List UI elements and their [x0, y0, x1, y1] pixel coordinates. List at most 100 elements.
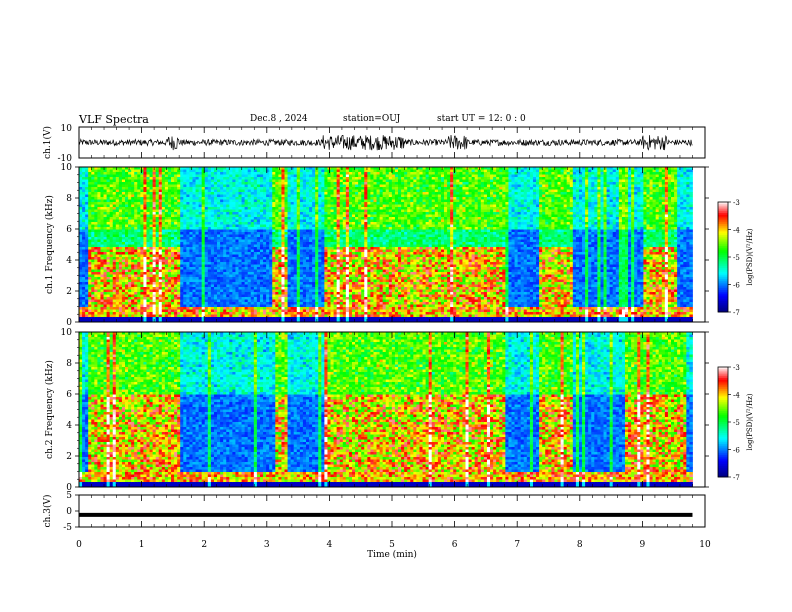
- spectrogram-cell: [309, 222, 313, 225]
- spectrogram-cell: [164, 222, 169, 225]
- spectrogram-cell: [97, 202, 101, 205]
- spectrogram-cell: [299, 217, 304, 220]
- spectrogram-cell: [118, 254, 123, 258]
- spectrogram-cell: [164, 252, 169, 255]
- spectrogram-cell: [115, 279, 120, 283]
- spectrogram-cell: [232, 199, 236, 203]
- spectrogram-cell: [201, 319, 206, 323]
- spectrogram-cell: [115, 264, 120, 268]
- spectrogram-cell: [275, 314, 279, 318]
- spectrogram-cell: [198, 179, 203, 183]
- spectrogram-cell: [128, 289, 132, 293]
- spectrogram-cell: [302, 307, 307, 310]
- spectrogram-cell: [146, 289, 150, 293]
- spectrogram-cell: [226, 257, 230, 260]
- spectrogram-cell: [229, 222, 233, 225]
- spectrogram-cell: [207, 237, 212, 240]
- spectrogram-cell: [91, 214, 95, 218]
- spectrogram-cell: [284, 204, 288, 208]
- spectrogram-cell: [186, 204, 190, 208]
- spectrogram-cell: [115, 187, 120, 190]
- spectrogram-cell: [137, 252, 141, 255]
- spectrogram-cell: [177, 234, 181, 238]
- spectrogram-cell: [189, 237, 193, 240]
- spectrogram-cell: [281, 259, 285, 263]
- spectrogram-cell: [171, 169, 175, 173]
- spectrogram-cell: [180, 312, 184, 315]
- spectrogram-cell: [85, 212, 89, 215]
- spectrogram-cell: [263, 197, 267, 200]
- spectrogram-cell: [121, 289, 126, 293]
- spectrogram-cell: [284, 274, 288, 278]
- spectrogram-cell: [266, 192, 270, 195]
- spectrogram-cell: [290, 242, 295, 245]
- spectrogram-cell: [167, 279, 172, 283]
- spectrogram-cell: [259, 267, 264, 270]
- spectrogram-cell: [164, 184, 169, 188]
- spectrogram-cell: [198, 304, 203, 308]
- spectrogram-cell: [290, 297, 295, 300]
- spectrogram-cell: [281, 202, 285, 205]
- spectrogram-cell: [174, 234, 178, 238]
- spectrogram-cell: [287, 247, 292, 250]
- spectrogram-cell: [198, 317, 203, 320]
- spectrogram-cell: [103, 219, 108, 223]
- spectrogram-cell: [223, 169, 227, 173]
- spectrogram-cell: [109, 202, 114, 205]
- spectrogram-cell: [238, 217, 242, 220]
- spectrogram-cell: [210, 299, 215, 303]
- spectrogram-cell: [207, 317, 212, 320]
- spectrogram-cell: [158, 204, 163, 208]
- spectrogram-cell: [284, 192, 288, 195]
- spectrogram-cell: [174, 284, 178, 288]
- spectrogram-cell: [207, 197, 212, 200]
- spectrogram-cell: [137, 182, 141, 185]
- spectrogram-cell: [312, 187, 316, 190]
- spectrogram-cell: [241, 267, 246, 270]
- spectrogram-cell: [180, 167, 184, 170]
- spectrogram-cell: [180, 257, 184, 260]
- spectrogram-cell: [220, 172, 224, 175]
- spectrogram-cell: [164, 312, 169, 315]
- spectrogram-cell: [259, 297, 264, 300]
- spectrogram-cell: [217, 187, 221, 190]
- spectrogram-cell: [272, 279, 276, 283]
- spectrogram-cell: [97, 264, 101, 268]
- spectrogram-cell: [131, 254, 135, 258]
- spectrogram-cell: [180, 269, 184, 273]
- spectrogram-cell: [91, 264, 95, 268]
- chart-title: VLF Spectra: [79, 113, 149, 126]
- spectrogram-cell: [91, 252, 95, 255]
- spectrogram-cell: [235, 177, 239, 180]
- spectrogram-cell: [198, 212, 203, 215]
- spectrogram-cell: [195, 239, 200, 243]
- spectrogram-cell: [238, 187, 242, 190]
- spectrogram-cell: [256, 264, 261, 268]
- spectrogram-cell: [118, 297, 123, 300]
- spectrogram-cell: [82, 277, 86, 280]
- spectrogram-cell: [143, 242, 147, 245]
- spectrogram-cell: [278, 259, 282, 263]
- spectrogram-cell: [100, 244, 104, 248]
- spectrogram-cell: [100, 317, 104, 320]
- spectrogram-cell: [290, 252, 295, 255]
- spectrogram-cell: [281, 262, 285, 265]
- spectrogram-cell: [302, 214, 307, 218]
- spectrogram-cell: [152, 259, 157, 263]
- spectrogram-cell: [134, 234, 138, 238]
- spectrogram-cell: [94, 259, 98, 263]
- spectrogram-cell: [121, 302, 126, 305]
- spectrogram-cell: [198, 167, 203, 170]
- spectrogram-cell: [220, 262, 224, 265]
- spectrogram-cell: [250, 172, 255, 175]
- spectrogram-cell: [201, 194, 206, 198]
- spectrogram-cell: [149, 204, 154, 208]
- spectrogram-cell: [278, 202, 282, 205]
- spectrogram-cell: [213, 292, 218, 295]
- spectrogram-cell: [97, 249, 101, 253]
- spectrogram-cell: [220, 249, 224, 253]
- spectrogram-cell: [309, 214, 313, 218]
- spectrogram-cell: [103, 279, 108, 283]
- spectrogram-cell: [82, 202, 86, 205]
- spectrogram-cell: [106, 252, 111, 255]
